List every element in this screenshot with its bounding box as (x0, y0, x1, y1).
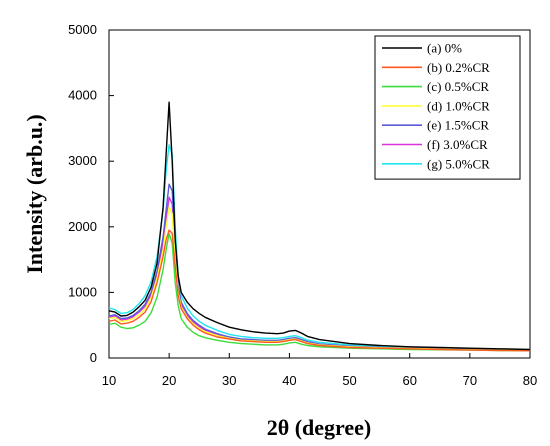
x-tick-label: 80 (523, 373, 537, 388)
legend: (a) 0% (b) 0.2%CR (c) 0.5%CR (d) 1.0%CR (e) … (374, 35, 521, 180)
legend-label: (e) 1.5%CR (427, 118, 489, 133)
legend-label: (a) 0% (427, 41, 462, 56)
series-line-4 (108, 206, 531, 352)
series-group (108, 101, 531, 352)
x-tick-label: 20 (162, 373, 176, 388)
y-tick-label: 1000 (68, 284, 97, 299)
x-tick-label: 40 (282, 373, 296, 388)
legend-label: (g) 5.0%CR (427, 156, 490, 171)
y-tick-label: 0 (90, 350, 97, 365)
y-tick-label: 5000 (68, 22, 97, 37)
plot-frame (108, 29, 531, 359)
series-line-7 (108, 144, 531, 351)
x-tick-label: 50 (342, 373, 356, 388)
legend-label: (f) 3.0%CR (427, 137, 488, 152)
y-tick-label: 4000 (68, 88, 97, 103)
x-tick-label: 30 (222, 373, 236, 388)
series-line-5 (108, 183, 531, 351)
legend-label: (c) 0.5%CR (427, 79, 489, 94)
y-tick-label: 2000 (68, 219, 97, 234)
legend-label: (d) 1.0%CR (427, 98, 490, 113)
x-tick-label: 10 (102, 373, 116, 388)
x-axis-title: 2θ (degree) (267, 415, 372, 440)
y-axis-title: Intensity (arb.u.) (22, 114, 47, 274)
series-line-2 (108, 229, 531, 352)
series-line-1 (108, 101, 531, 351)
series-line-3 (108, 232, 531, 352)
x-tick-label: 60 (402, 373, 416, 388)
y-axis: 0 1000 2000 3000 4000 5000 (68, 22, 114, 365)
legend-box (374, 35, 521, 180)
x-axis: 10 20 30 40 50 60 70 80 (102, 353, 537, 388)
legend-label: (b) 0.2%CR (427, 60, 490, 75)
x-tick-label: 70 (463, 373, 477, 388)
y-tick-label: 3000 (68, 153, 97, 168)
